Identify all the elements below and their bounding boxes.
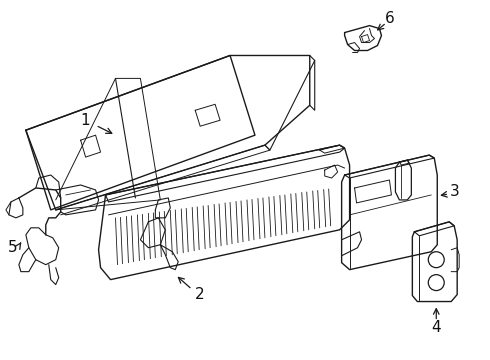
Text: 2: 2 (196, 287, 205, 302)
Text: 4: 4 (432, 320, 441, 335)
Text: 6: 6 (385, 11, 394, 26)
Text: 3: 3 (449, 184, 459, 199)
Text: 5: 5 (8, 240, 18, 255)
Text: 1: 1 (81, 113, 91, 128)
